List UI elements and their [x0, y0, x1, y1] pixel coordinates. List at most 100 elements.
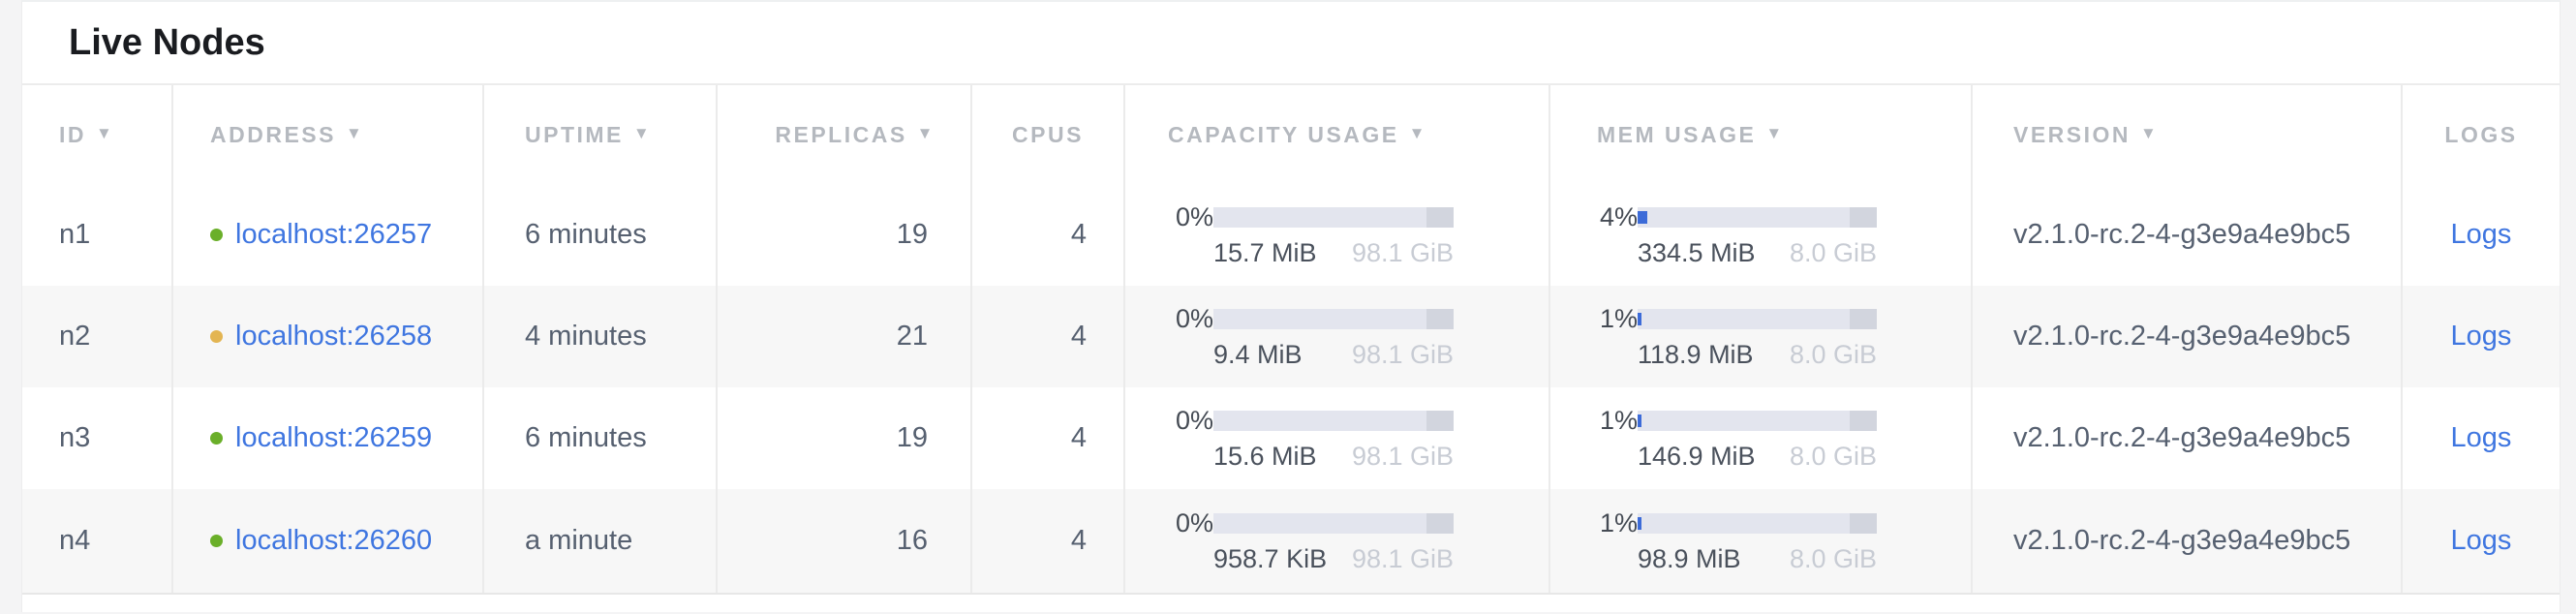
capacity-percent: 0%: [1175, 303, 1213, 333]
node-address-link[interactable]: localhost:26257: [235, 219, 433, 250]
node-id-cell: n2: [22, 286, 173, 387]
sort-desc-icon: ▼: [96, 124, 115, 142]
column-header-replicas[interactable]: REPLICAS ▼: [718, 85, 972, 184]
capacity-total: 98.1 GiB: [1351, 339, 1454, 369]
node-address-cell: localhost:26260: [173, 489, 484, 593]
table-row: n4 localhost:26260 a minute 16 4 0%: [22, 489, 2560, 595]
column-header-label: UPTIME: [525, 121, 624, 147]
mem-used: 334.5 MiB: [1638, 237, 1756, 267]
node-address-cell: localhost:26258: [173, 286, 484, 387]
logs-link[interactable]: Logs: [2450, 525, 2512, 556]
mem-usage-bar-fill: [1638, 312, 1641, 325]
mem-usage-cell: 1% 118.9 MiB 8.0 GiB: [1550, 286, 1973, 387]
logs-link[interactable]: Logs: [2450, 321, 2512, 352]
cpus-cell: 4: [972, 387, 1125, 489]
capacity-total: 98.1 GiB: [1351, 441, 1454, 471]
capacity-usage-bar: [1213, 206, 1454, 228]
column-header-id[interactable]: ID ▼: [22, 85, 173, 184]
column-header-address[interactable]: ADDRESS ▼: [173, 85, 484, 184]
capacity-usage-cell: 0% 9.4 MiB 98.1 GiB: [1125, 286, 1550, 387]
sort-desc-icon: ▼: [1765, 124, 1785, 142]
cpus-cell: 4: [972, 286, 1125, 387]
live-nodes-panel: Live Nodes ID ▼ ADDRESS ▼ UPTIME ▼ REPLI…: [21, 0, 2561, 612]
mem-usage-bar: [1638, 512, 1877, 534]
node-address-link[interactable]: localhost:26258: [235, 321, 433, 352]
sort-desc-icon: ▼: [2140, 124, 2160, 142]
mem-used: 118.9 MiB: [1638, 339, 1754, 369]
sort-desc-icon: ▼: [916, 124, 935, 142]
mem-total: 8.0 GiB: [1789, 441, 1877, 471]
node-status-dot-icon: [210, 330, 223, 343]
panel-title: Live Nodes: [22, 2, 2560, 85]
capacity-usage-bar: [1213, 308, 1454, 329]
replicas-cell: 19: [718, 387, 972, 489]
column-header-uptime[interactable]: UPTIME ▼: [484, 85, 718, 184]
table-header-row: ID ▼ ADDRESS ▼ UPTIME ▼ REPLICAS ▼ CPUS: [22, 85, 2560, 184]
node-id-cell: n3: [22, 387, 173, 489]
column-header-cpus[interactable]: CPUS: [972, 85, 1125, 184]
uptime-cell: a minute: [484, 489, 718, 593]
replicas-cell: 16: [718, 489, 972, 593]
mem-usage-bar: [1638, 206, 1877, 228]
capacity-used: 15.7 MiB: [1213, 237, 1317, 267]
capacity-usage-cell: 0% 15.7 MiB 98.1 GiB: [1125, 184, 1550, 286]
mem-percent: 1%: [1599, 303, 1638, 333]
capacity-used: 958.7 KiB: [1213, 543, 1328, 573]
version-cell: v2.1.0-rc.2-4-g3e9a4e9bc5: [1973, 286, 2403, 387]
table-row: n3 localhost:26259 6 minutes 19 4 0%: [22, 387, 2560, 489]
replicas-cell: 21: [718, 286, 972, 387]
uptime-cell: 6 minutes: [484, 387, 718, 489]
column-header-label: ADDRESS: [210, 121, 336, 147]
mem-percent: 1%: [1599, 507, 1638, 537]
column-header-label: VERSION: [2013, 121, 2131, 147]
column-header-version[interactable]: VERSION ▼: [1973, 85, 2403, 184]
cpus-cell: 4: [972, 184, 1125, 286]
mem-used: 146.9 MiB: [1638, 441, 1756, 471]
mem-usage-cell: 4% 334.5 MiB 8.0 GiB: [1550, 184, 1973, 286]
capacity-used: 9.4 MiB: [1213, 339, 1303, 369]
mem-total: 8.0 GiB: [1789, 339, 1877, 369]
node-status-dot-icon: [210, 229, 223, 241]
column-header-capacity-usage[interactable]: CAPACITY USAGE ▼: [1125, 85, 1550, 184]
capacity-percent: 0%: [1175, 507, 1213, 537]
mem-usage-cell: 1% 146.9 MiB 8.0 GiB: [1550, 387, 1973, 489]
column-header-label: REPLICAS: [775, 121, 907, 147]
capacity-usage-cell: 0% 15.6 MiB 98.1 GiB: [1125, 387, 1550, 489]
node-address-link[interactable]: localhost:26259: [235, 422, 433, 453]
version-cell: v2.1.0-rc.2-4-g3e9a4e9bc5: [1973, 489, 2403, 593]
replicas-cell: 19: [718, 184, 972, 286]
column-header-label: LOGS: [2444, 121, 2518, 147]
version-cell: v2.1.0-rc.2-4-g3e9a4e9bc5: [1973, 387, 2403, 489]
mem-used: 98.9 MiB: [1638, 543, 1741, 573]
capacity-usage-bar: [1213, 512, 1454, 534]
sort-desc-icon: ▼: [345, 124, 365, 142]
node-status-dot-icon: [210, 432, 223, 445]
node-address-link[interactable]: localhost:26260: [235, 525, 433, 556]
live-nodes-table: ID ▼ ADDRESS ▼ UPTIME ▼ REPLICAS ▼ CPUS: [22, 85, 2560, 595]
column-header-label: ID: [59, 121, 86, 147]
version-cell: v2.1.0-rc.2-4-g3e9a4e9bc5: [1973, 184, 2403, 286]
mem-total: 8.0 GiB: [1789, 237, 1877, 267]
capacity-total: 98.1 GiB: [1351, 237, 1454, 267]
mem-usage-bar: [1638, 410, 1877, 431]
capacity-total: 98.1 GiB: [1351, 543, 1454, 573]
capacity-used: 15.6 MiB: [1213, 441, 1317, 471]
column-header-label: CAPACITY USAGE: [1168, 121, 1399, 147]
column-header-logs: LOGS: [2403, 85, 2560, 184]
logs-cell: Logs: [2403, 489, 2560, 593]
sort-desc-icon: ▼: [632, 124, 653, 142]
node-address-cell: localhost:26257: [173, 184, 484, 286]
mem-usage-bar-fill: [1638, 210, 1647, 224]
mem-usage-bar: [1638, 308, 1877, 329]
table-row: n1 localhost:26257 6 minutes 19 4 0%: [22, 184, 2560, 286]
logs-link[interactable]: Logs: [2450, 219, 2512, 250]
capacity-usage-cell: 0% 958.7 KiB 98.1 GiB: [1125, 489, 1550, 593]
column-header-mem-usage[interactable]: MEM USAGE ▼: [1550, 85, 1973, 184]
capacity-percent: 0%: [1175, 405, 1213, 435]
logs-link[interactable]: Logs: [2450, 422, 2512, 453]
uptime-cell: 4 minutes: [484, 286, 718, 387]
node-id-cell: n1: [22, 184, 173, 286]
logs-cell: Logs: [2403, 387, 2560, 489]
capacity-percent: 0%: [1175, 201, 1213, 231]
